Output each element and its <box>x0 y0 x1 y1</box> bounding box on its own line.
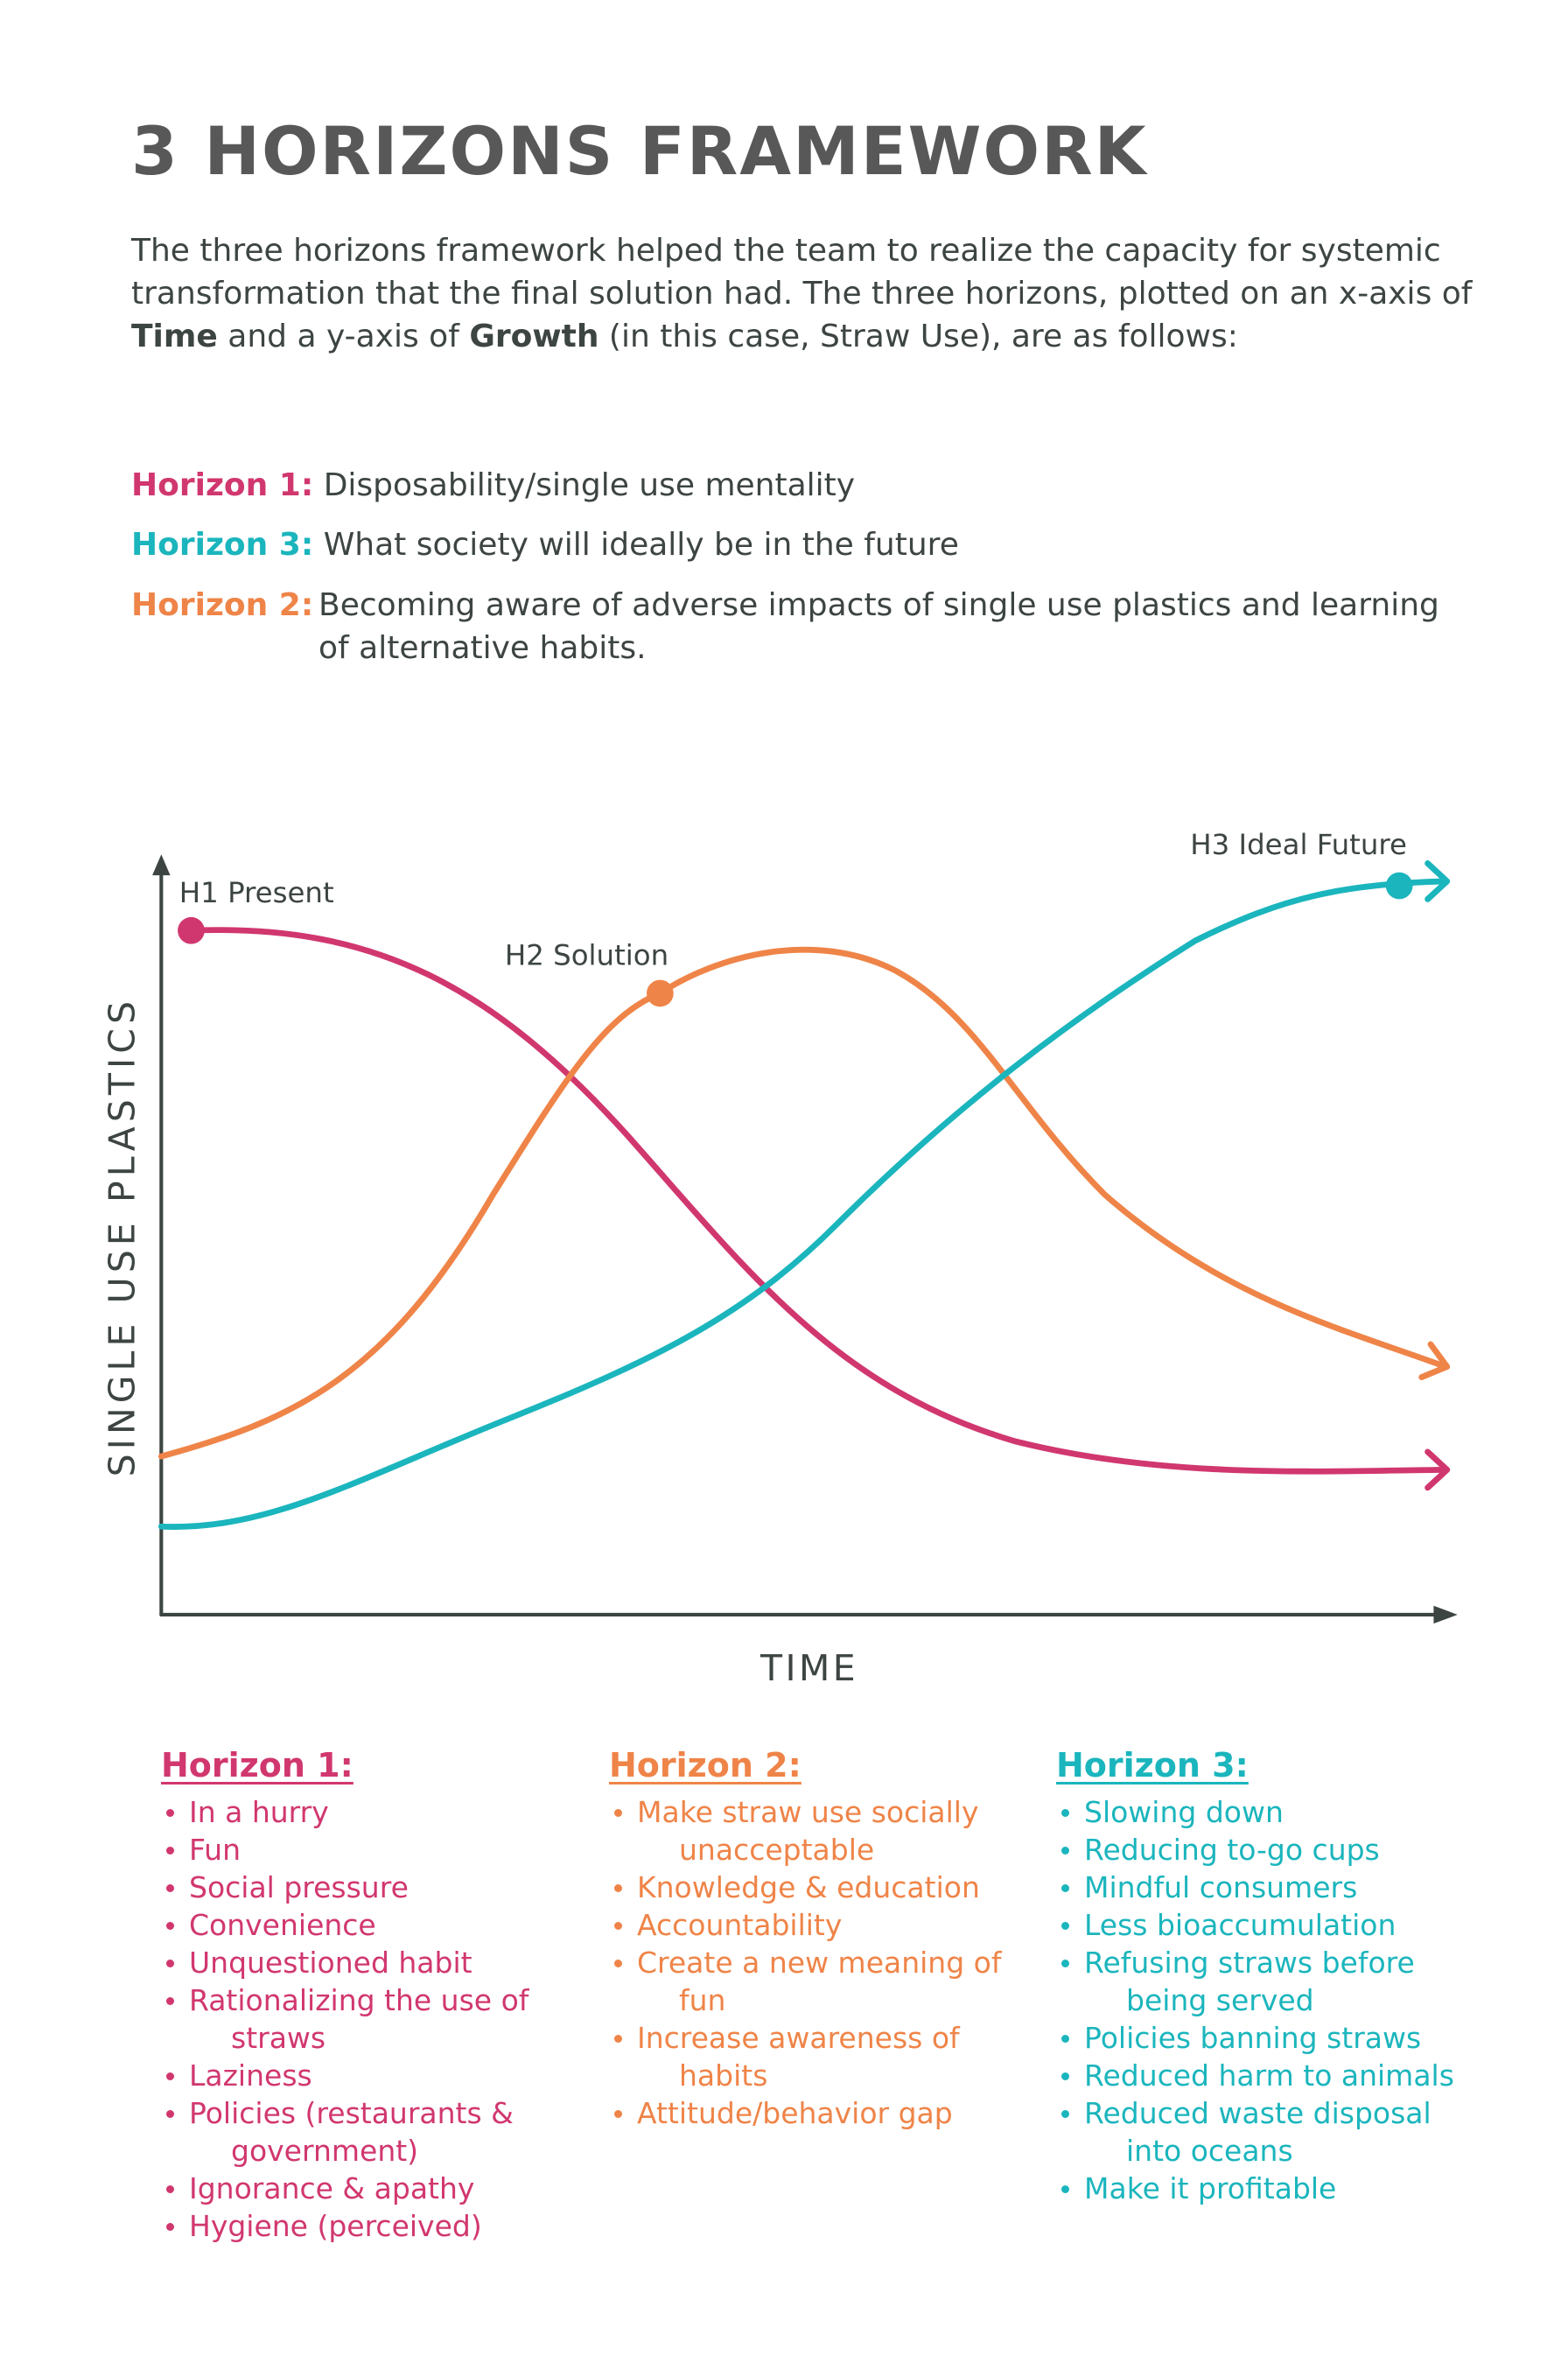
list-item: Policies (restaurants & government) <box>161 2094 564 2170</box>
list: In a hurry Fun Social pressure Convenience U… <box>161 1793 581 2245</box>
x-axis-label: TIME <box>760 1647 858 1689</box>
list-item: Create a new meaning of fun <box>609 1944 1020 2019</box>
intro: The three horizons framework helped the … <box>131 229 1479 358</box>
list-item: Reducing to-go cups <box>1056 1831 1467 1869</box>
list-item: Slowing down <box>1056 1793 1467 1831</box>
intro-bold: Time <box>131 319 218 354</box>
h3-arrow <box>1424 860 1451 902</box>
intro-bold: Growth <box>469 319 599 354</box>
list-item: Make straw use socially unacceptable <box>609 1793 1020 1869</box>
list-item: Fun <box>161 1831 564 1869</box>
list-item: Less bioaccumulation <box>1056 1906 1467 1944</box>
horizon-label: Horizon 1: <box>131 467 314 503</box>
h1-curve <box>188 927 1449 1475</box>
h3-curve <box>158 878 1449 1530</box>
y-axis-label: SINGLE USE PLASTICS <box>102 997 144 1476</box>
horizon-text: Disposability/single use mentality <box>323 467 856 503</box>
list: Make straw use socially unacceptable Know… <box>609 1793 1020 2132</box>
horizon-label: Horizon 3: <box>131 527 314 563</box>
h1-dot <box>178 916 205 944</box>
list-item: Accountability <box>609 1906 1020 1944</box>
list-item: Hygiene (perceived) <box>161 2207 564 2245</box>
list-item: Make it profitable <box>1056 2170 1467 2207</box>
list-column: Horizon 3: Slowing down Reducing to-go cup… <box>1056 1746 1467 2207</box>
list-item: Knowledge & education <box>609 1869 1020 1906</box>
list: Slowing down Reducing to-go cups Mindful c… <box>1056 1793 1467 2207</box>
list-item: Attitude/behavior gap <box>609 2094 1020 2132</box>
intro-text: and a y-axis of <box>217 319 470 354</box>
horizon-text: Becoming aware of adverse impacts of sin… <box>318 587 1439 666</box>
horizon-line: Horizon 1: Disposability/single use ment… <box>131 464 1409 507</box>
annotation: H3 Ideal Future <box>1190 828 1407 861</box>
list-item: Laziness <box>161 2057 564 2094</box>
list-column: Horizon 2: Make straw use socially unacce… <box>609 1746 1020 2132</box>
h2-arrow <box>1418 1341 1451 1380</box>
h2-curve <box>158 946 1449 1460</box>
list-column: Horizon 1: In a hurry Fun Social pressure Co… <box>161 1746 581 2245</box>
h1-arrow <box>1424 1448 1451 1491</box>
list-item: Reduced waste disposal into oceans <box>1056 2094 1467 2170</box>
horizon-text: What society will ideally be in the futu… <box>323 527 959 563</box>
list-item: Increase awareness of habits <box>609 2019 1020 2094</box>
list-item: Refusing straws before being served <box>1056 1944 1467 2019</box>
list-item: Social pressure <box>161 1869 564 1906</box>
h2-dot <box>647 979 674 1007</box>
intro-text: (in this case, Straw Use), are as follow… <box>598 319 1238 354</box>
y-axis-arrow <box>152 854 171 876</box>
list-heading: Horizon 1: <box>161 1746 354 1785</box>
annotation: H1 Present <box>179 876 334 909</box>
horizon-line: Horizon 3: What society will ideally be … <box>131 523 1409 566</box>
list-item: Reduced harm to animals <box>1056 2057 1467 2094</box>
title: 3 HORIZONS FRAMEWORK <box>131 112 1148 190</box>
horizon-label: Horizon 2: <box>131 587 314 623</box>
h3-dot <box>1385 872 1413 900</box>
list-heading: Horizon 2: <box>609 1746 802 1785</box>
list-item: Ignorance & apathy <box>161 2170 564 2207</box>
list-item: Unquestioned habit <box>161 1944 564 1981</box>
list-item: In a hurry <box>161 1793 564 1831</box>
list-item: Convenience <box>161 1906 564 1944</box>
list-heading: Horizon 3: <box>1056 1746 1249 1785</box>
x-axis-arrow <box>1433 1605 1458 1624</box>
horizon-line: Horizon 2: Becoming aware of adverse impa… <box>131 584 1456 670</box>
annotation: H2 Solution <box>505 939 668 972</box>
intro-text: The three horizons framework helped the … <box>131 233 1473 312</box>
list-item: Policies banning straws <box>1056 2019 1467 2057</box>
list-item: Rationalizing the use of straws <box>161 1981 564 2057</box>
list-item: Mindful consumers <box>1056 1869 1467 1906</box>
